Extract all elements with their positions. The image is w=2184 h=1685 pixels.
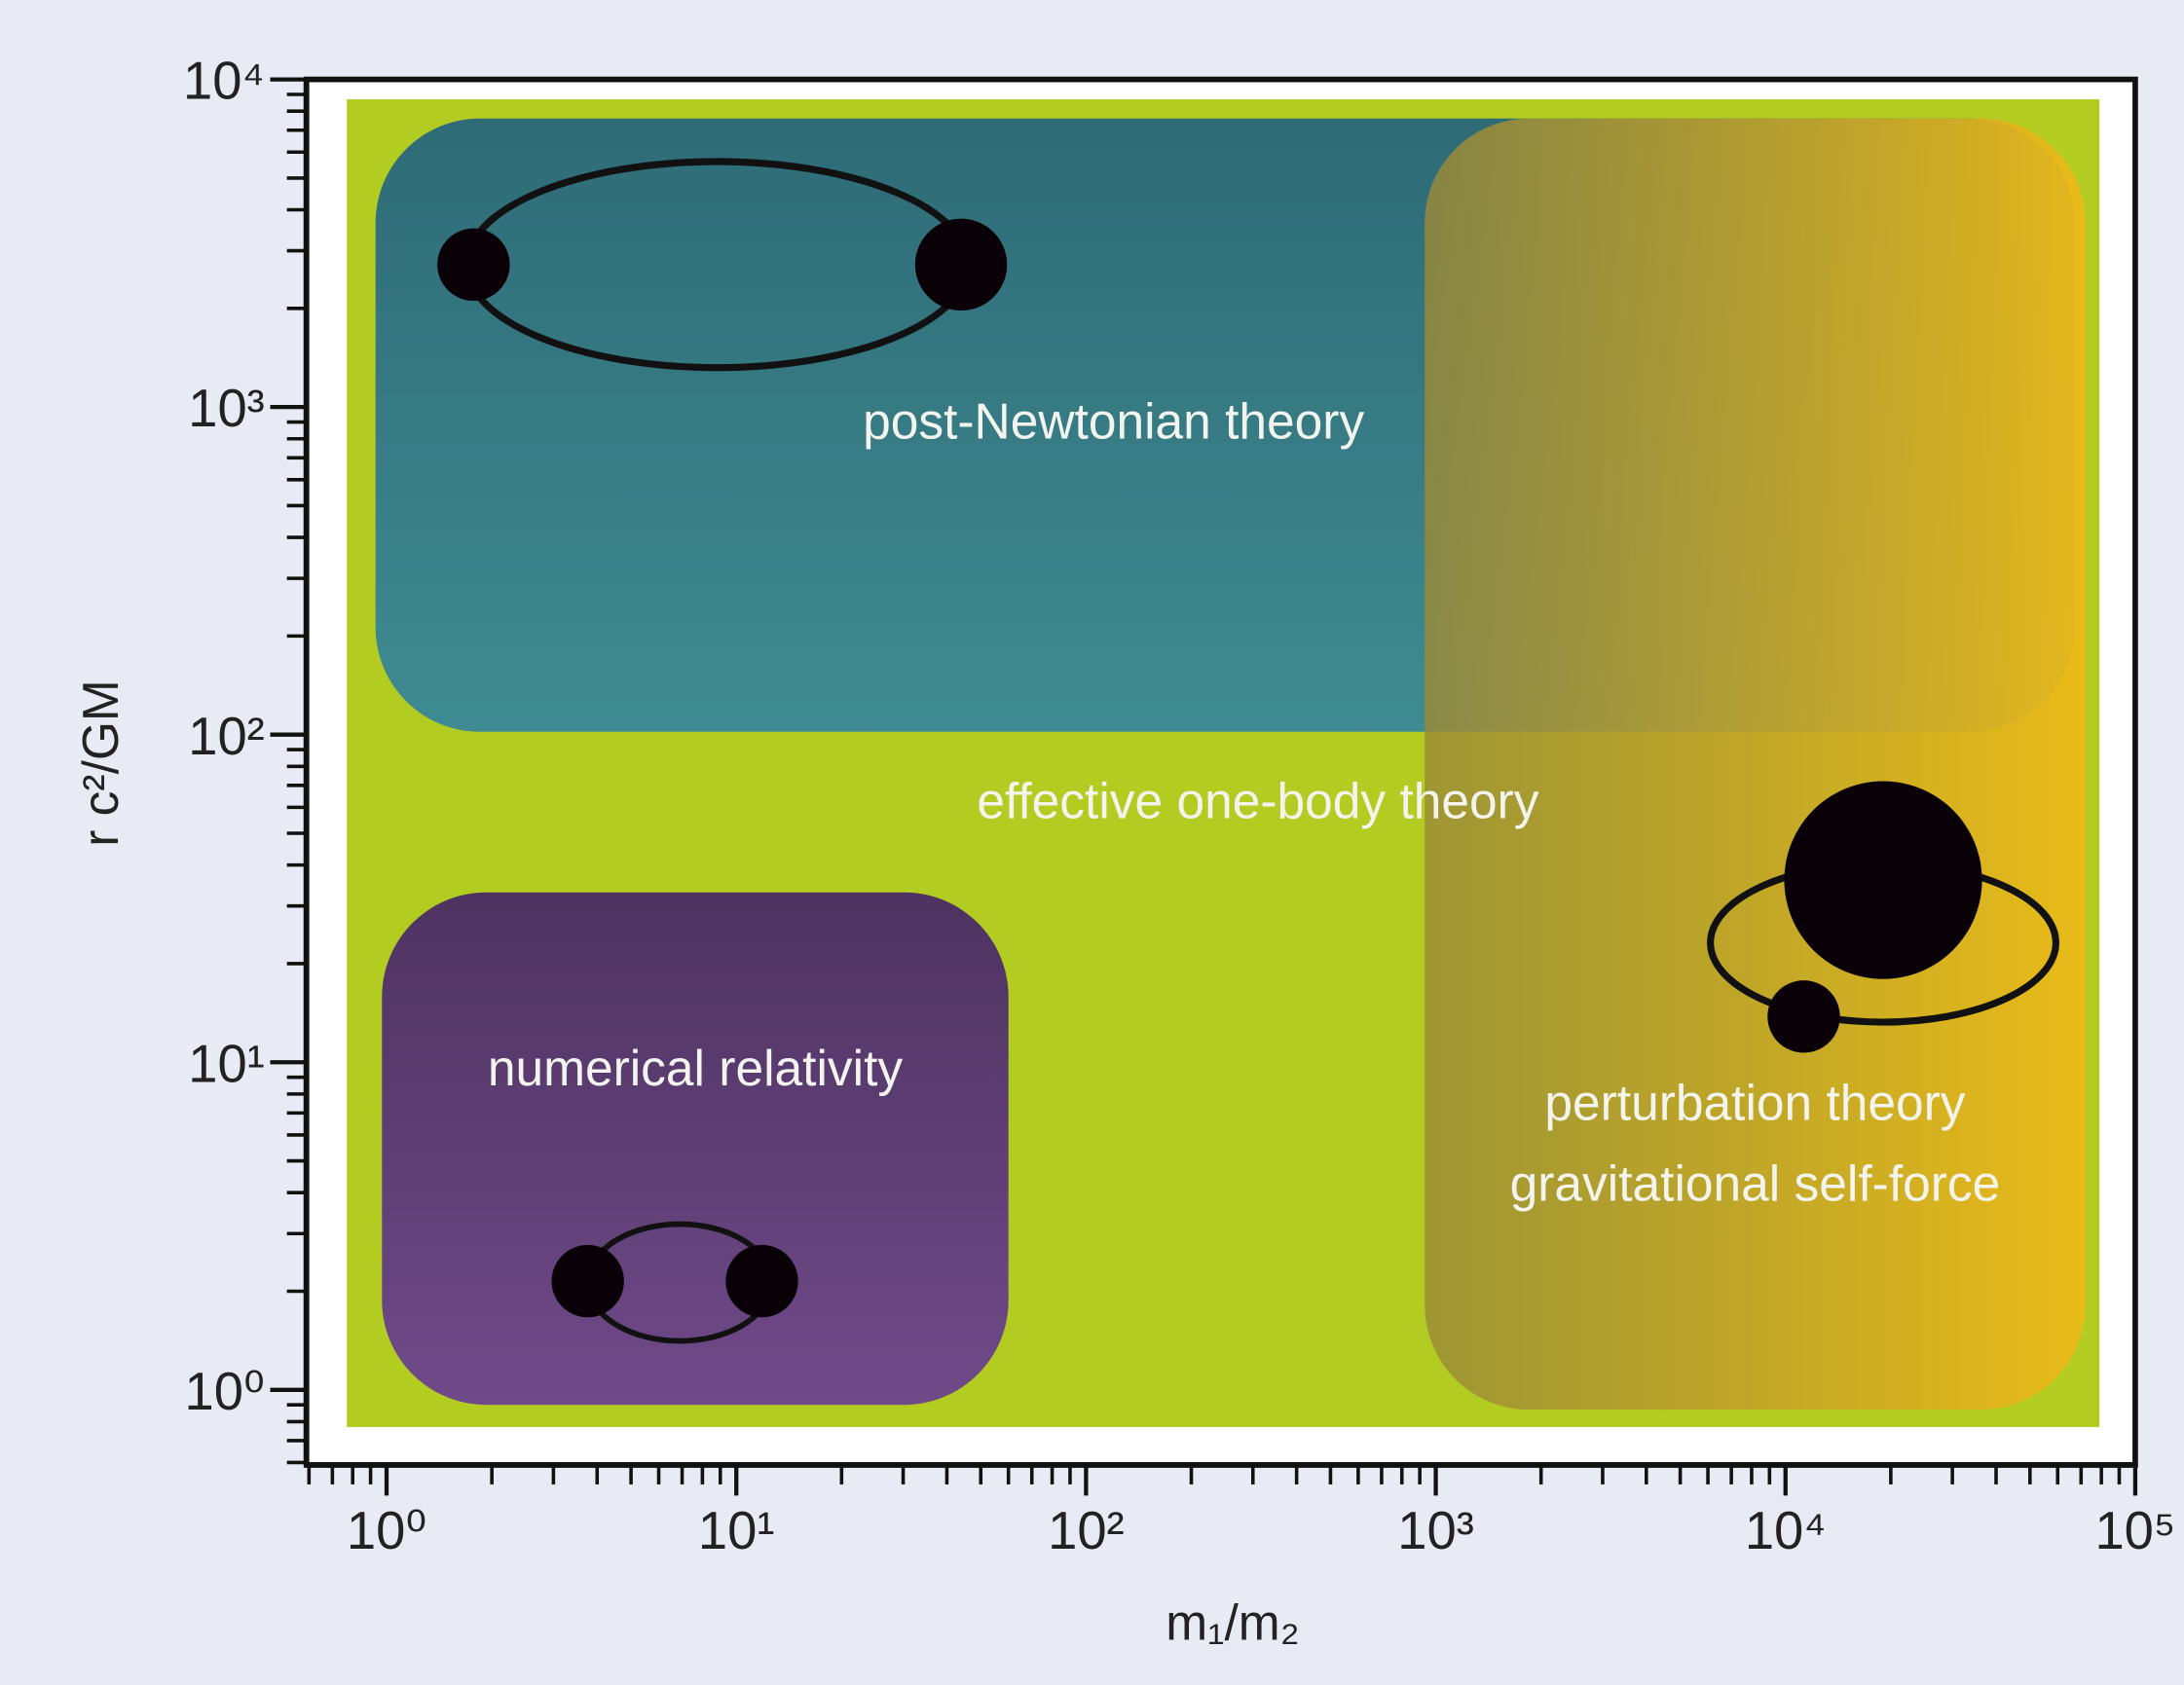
region-label: post-Newtonian theory: [863, 392, 1364, 449]
y-tick-label: 10⁴: [183, 52, 265, 111]
x-tick-label: 10³: [1397, 1501, 1474, 1560]
x-tick-label: 10¹: [698, 1501, 775, 1560]
black-hole: [551, 1245, 623, 1317]
region: [1425, 119, 2085, 1410]
region-label: gravitational self-force: [1510, 1154, 2001, 1211]
y-tick-label: 10⁰: [185, 1362, 265, 1421]
region-label: perturbation theory: [1544, 1074, 1965, 1130]
y-tick-label: 10³: [188, 379, 265, 438]
region-label: effective one-body theory: [977, 773, 1538, 829]
y-tick-label: 10²: [188, 707, 265, 766]
y-axis-label: r c²/GM: [72, 679, 129, 847]
chart: m₁/m₂ r c²/GM effective one-body theory p…: [0, 0, 2184, 1685]
x-tick-label: 10⁴: [1745, 1501, 1827, 1560]
region-label: numerical relativity: [488, 1040, 904, 1096]
black-hole: [1784, 782, 1981, 979]
x-tick-label: 10⁵: [2094, 1501, 2175, 1560]
black-hole: [437, 229, 509, 301]
black-hole: [725, 1245, 797, 1317]
region: [382, 893, 1008, 1405]
x-tick-label: 10²: [1048, 1501, 1125, 1560]
x-axis-label: m₁/m₂: [1166, 1593, 1299, 1650]
black-hole: [1767, 980, 1839, 1052]
black-hole: [915, 219, 1007, 311]
y-tick-label: 10¹: [188, 1034, 265, 1093]
x-tick-label: 10⁰: [347, 1501, 426, 1560]
